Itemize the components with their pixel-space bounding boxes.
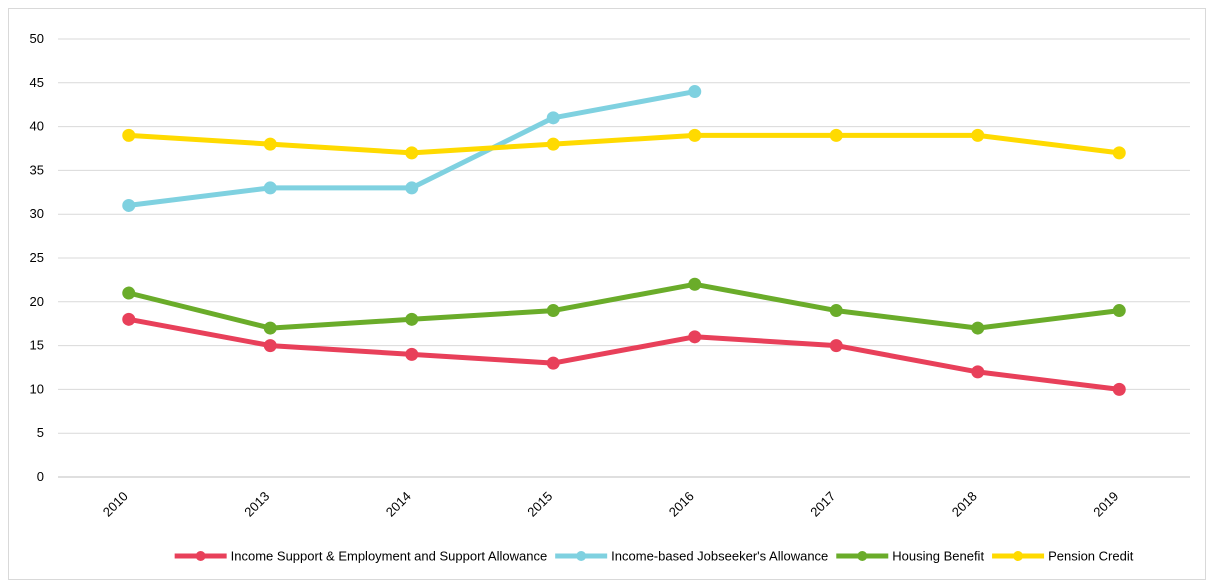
legend-label: Housing Benefit (892, 549, 984, 564)
legend-label: Pension Credit (1048, 549, 1134, 564)
y-tick-label: 0 (37, 469, 44, 484)
data-point (688, 85, 702, 99)
grid-layer (58, 38, 1190, 478)
data-point (546, 111, 560, 125)
data-point (971, 365, 985, 379)
data-point (263, 321, 277, 335)
x-tick-label: 2014 (383, 489, 414, 520)
legend-swatch-marker (1013, 551, 1024, 561)
data-point (1112, 304, 1126, 318)
x-tick-label: 2019 (1090, 489, 1121, 520)
legend-swatch-marker (576, 551, 587, 561)
data-point (263, 137, 277, 151)
data-point (405, 146, 419, 160)
data-point (405, 347, 419, 361)
y-tick-label: 20 (30, 294, 44, 309)
chart-frame (8, 8, 1206, 580)
data-point (829, 304, 843, 318)
data-point (263, 339, 277, 353)
series-0 (122, 312, 1126, 396)
legend-swatch-marker (857, 551, 868, 561)
data-point (971, 128, 985, 142)
legend-item: Income-based Jobseeker's Allowance (555, 549, 828, 564)
axis-layer: 0 5 10 15 20 25 30 35 40 45 50 2010 2013 2014 2015 2016… (30, 31, 1122, 520)
x-tick-label: 2016 (666, 489, 697, 520)
data-point (263, 181, 277, 195)
y-tick-label: 50 (30, 31, 44, 46)
data-point (122, 286, 136, 300)
series-line (126, 132, 1122, 156)
data-point (688, 277, 702, 291)
legend-label: Income Support & Employment and Support … (231, 549, 548, 564)
legend-item: Housing Benefit (836, 549, 984, 564)
data-point (971, 321, 985, 335)
x-tick-label: 2017 (807, 489, 838, 520)
data-point (405, 181, 419, 195)
data-point (546, 137, 560, 151)
data-point (829, 339, 843, 353)
data-point (122, 198, 136, 212)
data-point (829, 128, 843, 142)
data-point (546, 304, 560, 318)
y-tick-label: 25 (30, 250, 44, 265)
x-tick-label: 2010 (100, 489, 131, 520)
series-line (126, 316, 1122, 392)
legend: Income Support & Employment and Support … (174, 549, 1134, 564)
data-point (688, 330, 702, 344)
series-3 (122, 128, 1126, 160)
series-2 (122, 277, 1126, 335)
data-point (122, 312, 136, 326)
legend-item: Pension Credit (992, 549, 1134, 564)
x-tick-label: 2018 (949, 489, 980, 520)
data-point (1112, 382, 1126, 396)
series-layer (122, 85, 1126, 396)
y-tick-label: 30 (30, 206, 44, 221)
x-tick-label: 2013 (241, 489, 272, 520)
y-tick-label: 35 (30, 162, 44, 177)
data-point (122, 128, 136, 142)
legend-item: Income Support & Employment and Support … (174, 549, 548, 564)
series-line (126, 281, 1122, 331)
y-tick-label: 40 (30, 119, 44, 134)
y-tick-label: 45 (30, 75, 44, 90)
y-tick-label: 15 (30, 338, 44, 353)
series-1 (122, 85, 702, 212)
data-point (546, 356, 560, 370)
y-tick-label: 5 (37, 425, 44, 440)
data-point (405, 312, 419, 326)
x-tick-label: 2015 (524, 489, 555, 520)
data-point (1112, 146, 1126, 160)
legend-swatch-marker (195, 551, 206, 561)
y-tick-label: 10 (30, 381, 44, 396)
data-point (688, 128, 702, 142)
legend-label: Income-based Jobseeker's Allowance (611, 549, 828, 564)
